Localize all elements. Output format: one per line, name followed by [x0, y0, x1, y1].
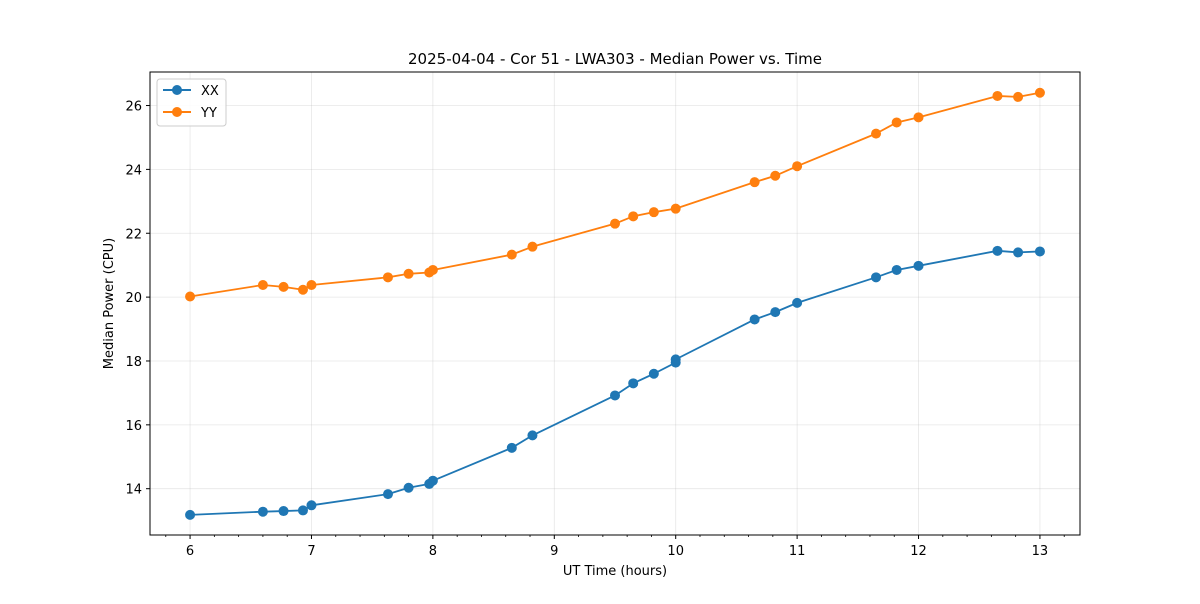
data-point-yy [992, 90, 1003, 101]
data-point-xx [306, 500, 317, 511]
data-point-xx [527, 430, 538, 441]
x-tick-label: 8 [429, 544, 437, 559]
data-point-yy [306, 279, 317, 290]
legend-label-yy: YY [200, 106, 217, 121]
x-tick-label: 10 [667, 544, 684, 559]
data-point-yy [1013, 91, 1024, 102]
data-point-xx [992, 245, 1003, 256]
legend-entry-yy: YY [163, 106, 217, 121]
data-point-yy [871, 128, 882, 139]
data-point-xx [1013, 247, 1024, 258]
data-point-xx [185, 509, 196, 520]
data-point-yy [427, 264, 438, 275]
data-point-xx [257, 506, 268, 517]
data-point-yy [648, 207, 659, 218]
data-point-xx [648, 368, 659, 379]
y-tick-label: 14 [125, 483, 142, 498]
legend-label-xx: XX [201, 84, 219, 99]
data-point-yy [913, 112, 924, 123]
x-tick-label: 9 [550, 544, 558, 559]
x-tick-label: 13 [1032, 544, 1049, 559]
data-point-xx [403, 482, 414, 493]
data-point-xx [628, 378, 639, 389]
data-point-xx [1034, 246, 1045, 257]
grid [150, 72, 1080, 535]
data-point-xx [297, 505, 308, 516]
legend-marker-yy [172, 107, 182, 117]
data-point-xx [891, 264, 902, 275]
data-point-xx [427, 475, 438, 486]
data-point-yy [891, 117, 902, 128]
y-tick-label: 22 [125, 227, 142, 242]
x-tick-label: 12 [910, 544, 927, 559]
data-point-yy [185, 291, 196, 302]
y-tick-label: 18 [125, 355, 142, 370]
series-layer [185, 87, 1045, 520]
x-axis-label: UT Time (hours) [563, 564, 667, 579]
data-point-xx [670, 354, 681, 365]
data-point-yy [506, 249, 517, 260]
data-point-xx [506, 442, 517, 453]
x-tick-label: 7 [307, 544, 315, 559]
data-point-xx [770, 307, 781, 318]
data-point-xx [913, 260, 924, 271]
y-tick-label: 16 [125, 419, 142, 434]
data-point-yy [628, 211, 639, 222]
data-point-yy [527, 241, 538, 252]
data-point-yy [792, 161, 803, 172]
data-point-yy [278, 281, 289, 292]
legend-marker-xx [172, 85, 182, 95]
x-tick-label: 6 [186, 544, 194, 559]
data-point-yy [610, 218, 620, 229]
legend-entry-xx: XX [163, 84, 219, 99]
data-point-yy [297, 284, 308, 295]
data-point-yy [403, 268, 414, 279]
data-point-xx [792, 297, 803, 308]
data-point-yy [749, 177, 760, 188]
axis-ticks: 6 7 8 9 10 11 12 13 14 16 18 20 22 24 26 [125, 100, 1065, 559]
x-tick-label: 11 [789, 544, 806, 559]
data-point-yy [670, 203, 681, 214]
data-point-xx [278, 506, 289, 517]
data-point-xx [871, 272, 882, 283]
legend: XX YY [156, 78, 227, 127]
y-axis-label: Median Power (CPU) [102, 238, 117, 369]
data-point-xx [610, 390, 620, 401]
data-point-yy [382, 272, 393, 283]
y-tick-label: 20 [125, 291, 142, 306]
y-tick-label: 24 [125, 163, 142, 178]
data-point-yy [257, 279, 268, 290]
data-point-xx [382, 489, 393, 500]
y-tick-label: 26 [125, 100, 142, 115]
data-point-yy [770, 170, 781, 181]
chart-title: 2025-04-04 - Cor 51 - LWA303 - Median Po… [408, 50, 822, 68]
data-point-xx [749, 314, 760, 325]
axes-frame [149, 71, 1081, 536]
data-point-yy [1034, 87, 1045, 98]
